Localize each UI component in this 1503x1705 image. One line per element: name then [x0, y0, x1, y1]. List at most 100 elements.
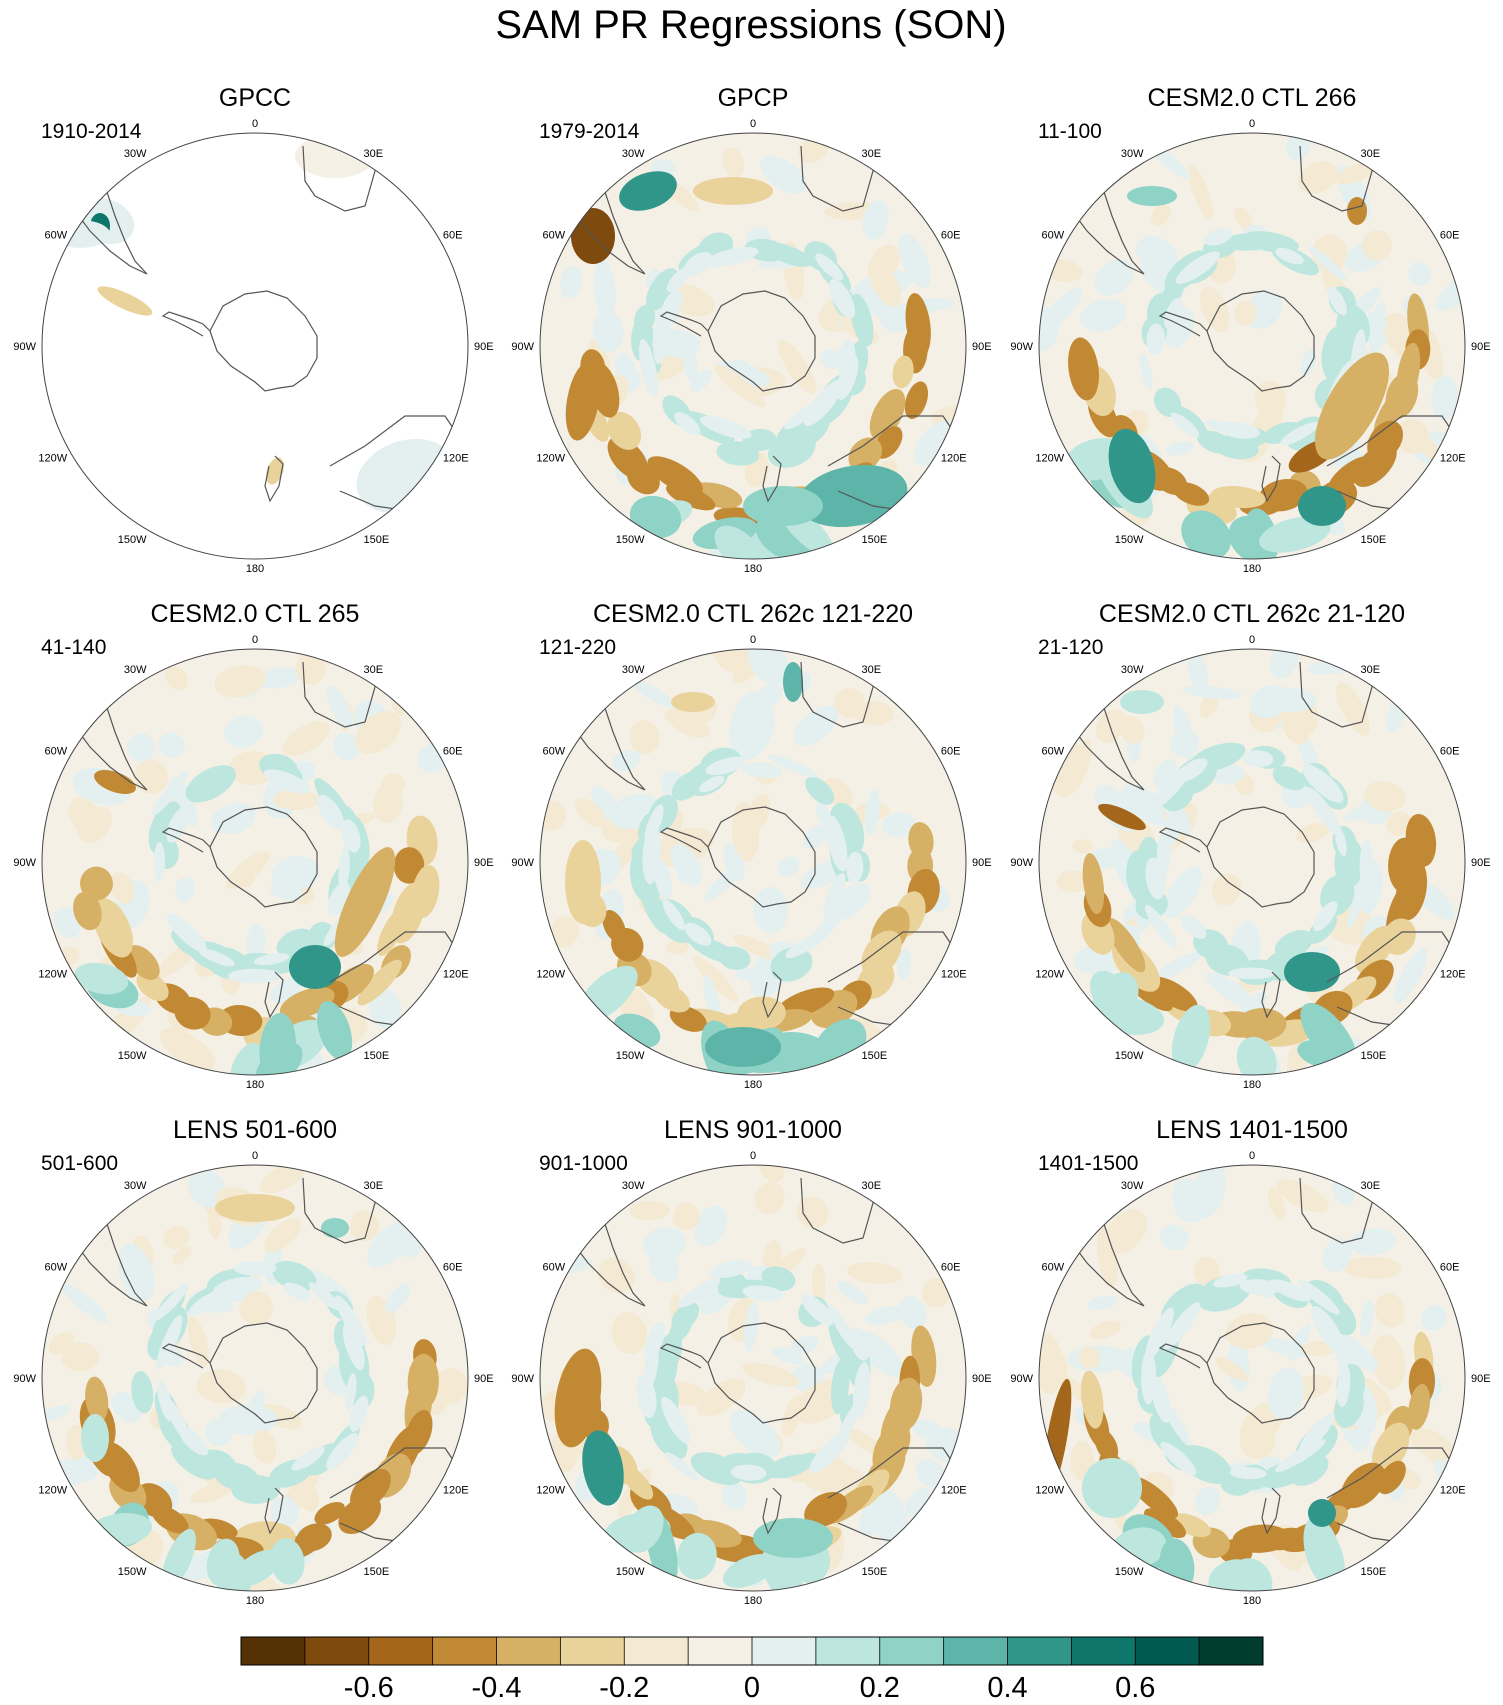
- longitude-label: 0: [1249, 634, 1255, 646]
- pr-anomaly: [1353, 442, 1397, 488]
- pr-anomaly: [1393, 948, 1428, 1004]
- pr-anomaly: [554, 1348, 602, 1448]
- pr-anomaly: [385, 1283, 411, 1313]
- pr-anomaly: [1421, 1305, 1447, 1331]
- pr-anomaly: [619, 171, 677, 211]
- pr-anomaly: [77, 806, 113, 843]
- pr-anomaly: [1056, 870, 1089, 893]
- continent-coastline: [572, 1177, 646, 1307]
- longitude-label: 90E: [474, 1373, 494, 1385]
- pr-anomaly: [671, 692, 715, 712]
- pr-anomaly: [190, 1482, 234, 1504]
- pr-anomaly: [1336, 161, 1376, 185]
- pr-anomaly: [1369, 301, 1386, 360]
- pr-anomaly: [1164, 297, 1183, 329]
- pr-anomaly: [683, 251, 713, 276]
- panel-grid: GPCC 1910-2014 0 30E 60E 90E 120E 150E 180 150W 12…: [13, 84, 1491, 1607]
- pr-anomaly: [753, 886, 789, 934]
- longitude-label: 150W: [1115, 1566, 1144, 1578]
- pr-anomaly: [62, 1283, 108, 1323]
- pr-anomaly: [1144, 904, 1177, 949]
- pr-anomaly: [263, 769, 311, 794]
- pr-anomaly: [233, 1261, 277, 1276]
- pr-anomaly: [664, 1452, 699, 1481]
- pr-anomaly: [753, 1518, 833, 1558]
- pr-anomaly: [85, 1376, 109, 1423]
- longitude-label: 60E: [941, 746, 961, 758]
- pr-anomaly: [1171, 1004, 1211, 1073]
- pr-anomaly: [1362, 230, 1393, 261]
- longitude-label: 180: [744, 1595, 762, 1607]
- precip-regression-field: [1039, 649, 1465, 1075]
- pr-anomaly: [252, 1429, 277, 1464]
- pr-anomaly: [1170, 412, 1200, 438]
- longitude-label: 30E: [862, 664, 882, 676]
- pr-anomaly: [332, 732, 360, 761]
- longitude-label: 90E: [1471, 857, 1491, 869]
- continent-coastline: [762, 455, 782, 503]
- longitude-label: 60E: [443, 746, 463, 758]
- pr-anomaly: [1296, 823, 1329, 843]
- pr-anomaly: [565, 840, 601, 924]
- pr-anomaly: [1335, 827, 1347, 856]
- pr-anomaly: [864, 789, 880, 836]
- longitude-label: 150E: [1361, 1050, 1387, 1062]
- continent-coastline: [1299, 1172, 1375, 1244]
- pr-anomaly: [1098, 803, 1146, 831]
- pr-anomaly: [1171, 1513, 1211, 1538]
- pr-anomaly: [1141, 1349, 1157, 1405]
- pr-anomaly: [778, 339, 817, 394]
- longitude-label: 120E: [1440, 969, 1466, 981]
- pr-anomaly: [829, 278, 856, 319]
- longitude-label: 90W: [13, 1373, 36, 1385]
- pr-anomaly: [1163, 866, 1202, 919]
- pr-anomaly: [1150, 203, 1171, 226]
- pr-anomaly: [714, 364, 766, 408]
- map-border: [1038, 1164, 1466, 1592]
- pr-anomaly: [1372, 1334, 1406, 1390]
- pr-anomaly: [1234, 300, 1257, 326]
- panel-period-label: 1979-2014: [539, 120, 640, 143]
- pr-anomaly: [214, 665, 266, 698]
- continent-coastline: [1071, 1177, 1145, 1307]
- pr-anomaly: [1343, 1256, 1402, 1279]
- panel-period-label: 1401-1500: [1038, 1152, 1138, 1175]
- pr-anomaly: [625, 1505, 664, 1553]
- pr-anomaly: [805, 776, 835, 805]
- pr-anomaly: [815, 253, 844, 281]
- pr-anomaly: [1145, 1307, 1174, 1361]
- pr-anomaly: [850, 293, 874, 347]
- longitude-label: 90E: [474, 341, 494, 353]
- pr-anomaly: [1155, 951, 1202, 980]
- antarctica-coastline: [1206, 290, 1315, 392]
- pr-anomaly: [703, 864, 743, 902]
- longitude-label: 60W: [1041, 230, 1064, 242]
- longitude-label: 120E: [941, 1485, 967, 1497]
- longitude-label: 90W: [511, 341, 534, 353]
- pr-anomaly: [1300, 349, 1317, 377]
- pr-anomaly: [848, 437, 883, 472]
- longitude-label: 30W: [124, 148, 147, 160]
- peninsula-coastline: [161, 311, 211, 337]
- pr-anomaly: [730, 1464, 767, 1481]
- panel-period-label: 501-600: [41, 1152, 118, 1175]
- pr-anomaly: [1409, 1428, 1455, 1461]
- longitude-label: 150E: [862, 534, 888, 546]
- longitude-label: 90E: [474, 857, 494, 869]
- pr-anomaly: [722, 147, 745, 178]
- pr-anomaly: [665, 708, 710, 738]
- pr-anomaly: [582, 1430, 624, 1506]
- longitude-label: 60E: [1440, 1262, 1460, 1274]
- pr-anomaly: [345, 1373, 357, 1411]
- map-border: [539, 648, 967, 1076]
- pr-anomaly: [326, 685, 353, 729]
- longitude-label: 30W: [1121, 148, 1144, 160]
- pr-anomaly: [1153, 387, 1182, 418]
- pr-anomaly: [742, 1285, 784, 1302]
- pr-anomaly: [215, 1194, 295, 1222]
- pr-anomaly: [1214, 1356, 1250, 1382]
- pr-anomaly: [117, 1243, 155, 1303]
- precip-regression-field: [540, 649, 966, 1075]
- continent-coastline: [302, 656, 378, 728]
